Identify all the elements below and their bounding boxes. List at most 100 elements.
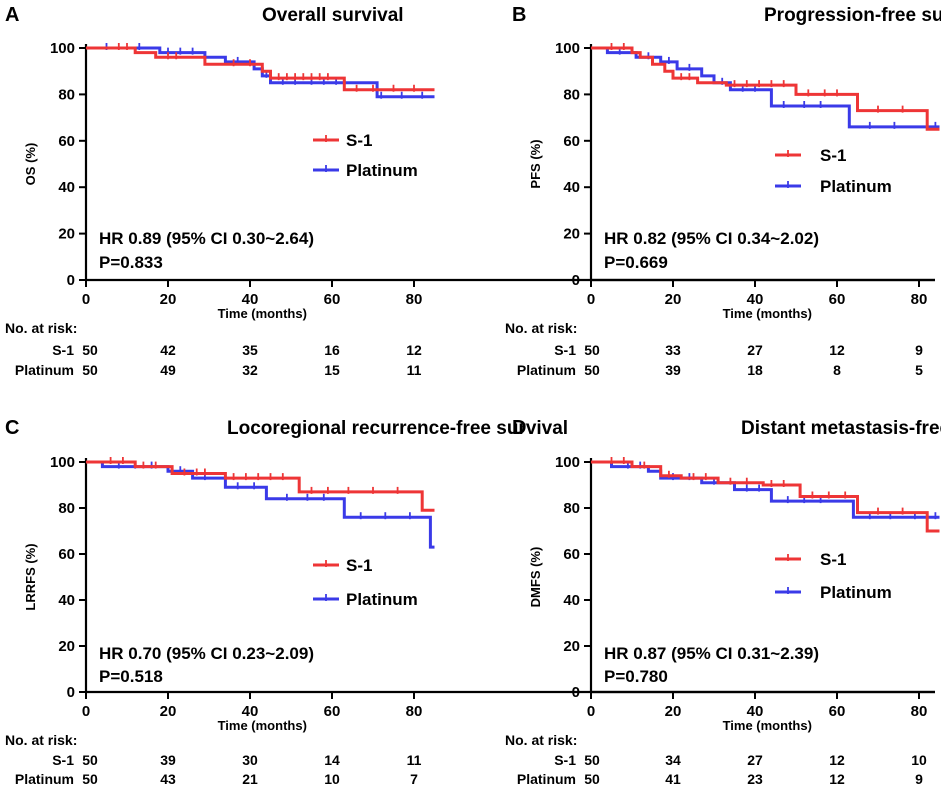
risk-count: 50 (82, 342, 98, 358)
hr-annotation: HR 0.82 (95% CI 0.34~2.02) (604, 229, 819, 248)
y-tick-label: 100 (555, 40, 580, 57)
legend-label: S-1 (346, 556, 372, 575)
risk-count: 15 (324, 362, 340, 378)
risk-count: 50 (584, 362, 600, 378)
y-tick-label: 100 (50, 454, 75, 471)
legend-label: Platinum (820, 177, 892, 196)
x-tick-label: 80 (406, 703, 423, 720)
y-tick-label: 0 (67, 272, 75, 289)
panel-d: D Distant metastasis-free survival DMFS (%… (505, 417, 941, 787)
risk-row-label: S-1 (554, 752, 576, 768)
panel-title: Overall survival (262, 5, 404, 26)
risk-count: 32 (242, 362, 258, 378)
x-tick-label: 40 (242, 291, 259, 308)
hr-annotation: HR 0.87 (95% CI 0.31~2.39) (604, 644, 819, 663)
y-tick-label: 20 (563, 226, 580, 243)
risk-count: 50 (584, 752, 600, 768)
x-tick-label: 60 (324, 703, 341, 720)
risk-count: 14 (324, 752, 340, 768)
risk-row-label: Platinum (517, 771, 576, 787)
hr-annotation: HR 0.70 (95% CI 0.23~2.09) (99, 644, 314, 663)
p-value-annotation: P=0.518 (99, 667, 163, 686)
risk-count: 11 (407, 752, 422, 768)
p-value-annotation: P=0.833 (99, 253, 163, 272)
y-tick-label: 80 (563, 500, 580, 517)
panel-title: Locoregional recurrence-free survival (227, 418, 568, 439)
y-tick-label: 80 (58, 500, 75, 517)
y-tick-label: 100 (50, 40, 75, 57)
risk-table-title: No. at risk: (505, 320, 577, 336)
risk-count: 7 (410, 771, 418, 787)
risk-count: 34 (665, 752, 681, 768)
risk-count: 42 (160, 342, 176, 358)
risk-row-label: S-1 (554, 342, 576, 358)
y-tick-label: 80 (563, 86, 580, 103)
platinum-survival-curve (591, 460, 940, 519)
y-tick-label: 20 (563, 638, 580, 655)
risk-count: 21 (242, 771, 258, 787)
risk-row-label: Platinum (15, 362, 74, 378)
risk-count: 39 (665, 362, 681, 378)
platinum-survival-curve (591, 46, 940, 129)
x-tick-label: 60 (829, 291, 846, 308)
x-axis-title: Time (months) (218, 718, 307, 733)
y-tick-label: 0 (572, 272, 580, 289)
risk-row-label: S-1 (52, 752, 74, 768)
x-tick-label: 80 (406, 291, 423, 308)
p-value-annotation: P=0.669 (604, 253, 668, 272)
legend-label: S-1 (346, 131, 372, 150)
s1-survival-curve (591, 460, 940, 533)
y-axis-title: DMFS (%) (528, 547, 543, 608)
x-tick-label: 40 (747, 291, 764, 308)
risk-count: 39 (160, 752, 176, 768)
x-tick-label: 0 (587, 291, 595, 308)
y-tick-label: 60 (58, 546, 75, 563)
panel-letter: C (5, 417, 19, 439)
risk-row-label: Platinum (15, 771, 74, 787)
risk-count: 49 (160, 362, 176, 378)
s1-survival-curve (86, 460, 435, 512)
y-tick-label: 80 (58, 86, 75, 103)
risk-count: 27 (747, 342, 763, 358)
risk-count: 8 (833, 362, 841, 378)
risk-count: 12 (829, 771, 845, 787)
risk-row-label: S-1 (52, 342, 74, 358)
risk-count: 50 (82, 752, 98, 768)
x-tick-label: 20 (160, 291, 177, 308)
risk-count: 10 (911, 752, 927, 768)
risk-count: 50 (584, 342, 600, 358)
x-tick-label: 20 (160, 703, 177, 720)
x-tick-label: 20 (665, 703, 682, 720)
risk-count: 30 (242, 752, 258, 768)
x-tick-label: 80 (911, 703, 928, 720)
legend-label: Platinum (346, 590, 418, 609)
x-tick-label: 40 (747, 703, 764, 720)
risk-count: 12 (406, 342, 422, 358)
x-axis-title: Time (months) (218, 306, 307, 321)
risk-row-label: Platinum (517, 362, 576, 378)
y-tick-label: 100 (555, 454, 580, 471)
hr-annotation: HR 0.89 (95% CI 0.30~2.64) (99, 229, 314, 248)
s1-survival-curve (591, 46, 940, 131)
legend-label: Platinum (346, 161, 418, 180)
risk-count: 35 (242, 342, 258, 358)
y-tick-label: 0 (67, 684, 75, 701)
panel-letter: B (512, 4, 526, 26)
risk-count: 50 (82, 362, 98, 378)
y-tick-label: 40 (563, 179, 580, 196)
y-tick-label: 40 (58, 179, 75, 196)
y-tick-label: 60 (563, 546, 580, 563)
platinum-survival-curve (86, 460, 435, 549)
y-axis-title: PFS (%) (528, 139, 543, 188)
x-tick-label: 0 (82, 703, 90, 720)
y-tick-label: 20 (58, 226, 75, 243)
p-value-annotation: P=0.780 (604, 667, 668, 686)
y-tick-label: 60 (58, 133, 75, 150)
x-tick-label: 60 (829, 703, 846, 720)
y-tick-label: 0 (572, 684, 580, 701)
risk-count: 11 (407, 362, 422, 378)
risk-count: 43 (160, 771, 176, 787)
risk-count: 18 (747, 362, 763, 378)
